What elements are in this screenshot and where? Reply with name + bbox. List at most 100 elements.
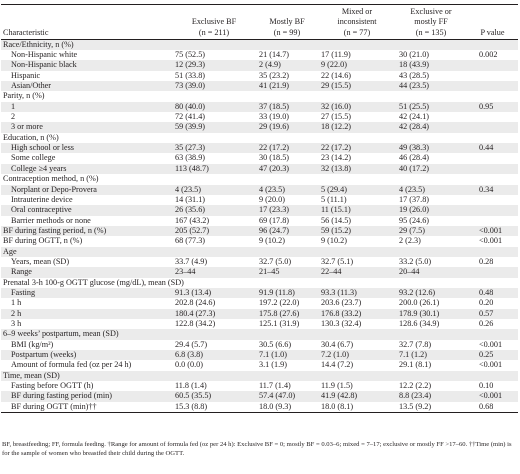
- cell-value: 29.4 (5.7): [175, 339, 208, 349]
- cell-value: 33 (19.0): [259, 112, 290, 122]
- table-row: BF during fasting period, n (%) 205 (52.7…: [1, 225, 518, 237]
- table-footnote: BF, breastfeeding; FF, formula feeding. …: [2, 441, 512, 457]
- cell-value: 14.4 (7.2): [321, 360, 354, 370]
- cell-value: 29.1 (8.1): [399, 360, 432, 370]
- cell-value: 197.2 (22.0): [259, 298, 300, 308]
- cell-value: 22 (17.2): [255, 143, 317, 154]
- cell-value: 27 (15.5): [321, 112, 352, 122]
- cell-value: 9 (20.0): [259, 194, 285, 204]
- row-label: College ≥4 years: [1, 163, 171, 175]
- cell-value: 23 (14.2): [321, 153, 352, 163]
- cell-value: 32.7 (5.1): [321, 256, 354, 266]
- section-label: Age: [1, 246, 518, 257]
- cell-p-value: [465, 205, 518, 216]
- cell-value: 21–45: [255, 267, 317, 278]
- cell-p-value: [465, 81, 518, 92]
- section-label: Prenatal 3-h 100-g OGTT glucose (mg/dL),…: [3, 277, 184, 287]
- row-label: 3 h: [11, 318, 22, 328]
- cell-value: 21 (14.7): [259, 50, 290, 60]
- cell-value: 200.0 (26.1): [399, 298, 440, 308]
- cell-value: 2 (4.9): [255, 60, 317, 71]
- cell-p-value: <0.001: [479, 360, 503, 370]
- cell-value: 8.8 (23.4): [395, 391, 465, 402]
- row-label: 1: [1, 101, 171, 113]
- section-label: Parity, n (%): [3, 91, 45, 101]
- table-row: Hispanic 51 (33.8) 35 (23.2) 22 (14.6) 43 (2…: [1, 71, 518, 81]
- table-row: 1 h 202.8 (24.6) 197.2 (22.0) 203.6 (23.7) 2…: [1, 298, 518, 308]
- cell-value: 6.8 (3.8): [171, 350, 255, 361]
- col-ff-line2: mostly FF: [414, 17, 448, 27]
- cell-value: 95 (24.6): [399, 215, 430, 225]
- cell-p-value: [465, 60, 518, 71]
- cell-value: 22–44: [317, 267, 395, 278]
- col-ff-n: (n = 135): [395, 27, 465, 40]
- cell-value: 202.8 (24.6): [175, 298, 216, 308]
- col-mixed-n: (n = 77): [317, 27, 395, 40]
- col-characteristic-header: Characteristic: [1, 27, 171, 40]
- table-row: 3 h 122.8 (34.2) 125.1 (31.9) 130.3 (32.4) 1…: [1, 319, 518, 329]
- cell-value: 35 (27.3): [171, 143, 255, 154]
- cell-value: 113 (48.7): [171, 163, 255, 175]
- col-mostly-bf-label: Mostly BF: [269, 17, 305, 27]
- cell-p-value: 0.20: [479, 298, 494, 308]
- cell-value: 122.8 (34.2): [175, 318, 216, 328]
- cell-value: 20–44: [395, 267, 465, 278]
- cell-value: 3.1 (1.9): [259, 360, 287, 370]
- cell-value: 51 (25.5): [395, 101, 465, 113]
- cell-value: 44 (23.5): [395, 81, 465, 92]
- row-label: BF during OGTT, n (%): [3, 236, 83, 246]
- cell-value: 29 (7.5): [395, 225, 465, 237]
- table-row: Norplant or Depo-Provera 4 (23.5) 4 (23.5)…: [1, 184, 518, 195]
- section-label: Contraception method, n (%): [3, 174, 99, 184]
- cell-p-value: 0.95: [465, 101, 518, 113]
- cell-value: 80 (40.0): [171, 101, 255, 113]
- cell-value: 9 (10.2): [259, 236, 285, 246]
- cell-value: 11 (15.1): [317, 205, 395, 216]
- table-row: Some college 63 (38.9) 30 (18.5) 23 (14.2) 4…: [1, 153, 518, 163]
- cell-value: 49 (38.3): [395, 143, 465, 154]
- cell-value: 96 (24.7): [255, 225, 317, 237]
- table-row: Fasting before OGTT (h) 11.8 (1.4) 11.7 (1…: [1, 381, 518, 391]
- table-row: BMI (kg/m²) 29.4 (5.7) 30.5 (6.6) 30.4 (6.7…: [1, 340, 518, 350]
- cell-value: 11.7 (1.4): [259, 381, 291, 391]
- table-row: Non-Hispanic white 75 (52.5) 21 (14.7) 17 (…: [1, 50, 518, 60]
- cell-p-value: 0.002: [479, 50, 498, 60]
- cell-value: 75 (52.5): [175, 50, 206, 60]
- cell-value: 22 (14.6): [321, 70, 352, 80]
- cell-value: 59 (15.2): [317, 225, 395, 237]
- table-row: Intrauterine device 14 (31.1) 9 (20.0) 5 (1…: [1, 195, 518, 205]
- row-label: Range: [1, 267, 171, 278]
- cell-value: 15.3 (8.8): [171, 401, 255, 414]
- row-label: BMI (kg/m²): [11, 339, 54, 349]
- table-row: Fasting 91.3 (13.4) 91.9 (11.8) 93.3 (11.3)…: [1, 287, 518, 299]
- cell-p-value: [465, 267, 518, 278]
- cell-value: 7.1 (1.0): [255, 350, 317, 361]
- cell-value: 46 (28.4): [399, 153, 430, 163]
- cell-value: 18.0 (9.3): [255, 401, 317, 414]
- cell-p-value: [465, 122, 518, 133]
- cell-value: 93.3 (11.3): [317, 287, 395, 299]
- table-row: 2 h 180.4 (27.3) 175.8 (27.6) 176.8 (33.2) 1…: [1, 308, 518, 319]
- section-label: Race/Ethnicity, n (%): [1, 39, 518, 51]
- cell-value: 69 (17.8): [259, 215, 290, 225]
- cell-p-value: 0.68: [465, 401, 518, 414]
- cell-value: 30 (21.0): [399, 50, 430, 60]
- section-row: Race/Ethnicity, n (%): [1, 39, 518, 51]
- cell-value: 18.0 (8.1): [317, 401, 395, 414]
- cell-p-value: 0.28: [479, 256, 494, 266]
- cell-value: 4 (23.5): [171, 184, 255, 195]
- row-label: Fasting before OGTT (h): [11, 381, 94, 391]
- cell-value: 9 (22.0): [317, 60, 395, 71]
- cell-value: 30 (18.5): [259, 153, 290, 163]
- section-row: Contraception method, n (%): [1, 174, 518, 184]
- row-label: 2 h: [1, 308, 171, 319]
- col-exclusive-bf-label: Exclusive BF: [191, 17, 237, 27]
- cell-value: 56 (14.5): [321, 215, 352, 225]
- section-label: 6–9 weeks’ postpartum, mean (SD): [1, 329, 518, 340]
- table-row: College ≥4 years 113 (48.7) 47 (20.3) 32 (1…: [1, 163, 518, 175]
- cell-value: 22 (17.2): [317, 143, 395, 154]
- cell-value: 0.0 (0.0): [175, 360, 203, 370]
- table-row: 3 or more 59 (39.9) 29 (19.6) 18 (12.2) 42 (…: [1, 122, 518, 133]
- row-label: Some college: [11, 153, 56, 163]
- cell-value: 73 (39.0): [171, 81, 255, 92]
